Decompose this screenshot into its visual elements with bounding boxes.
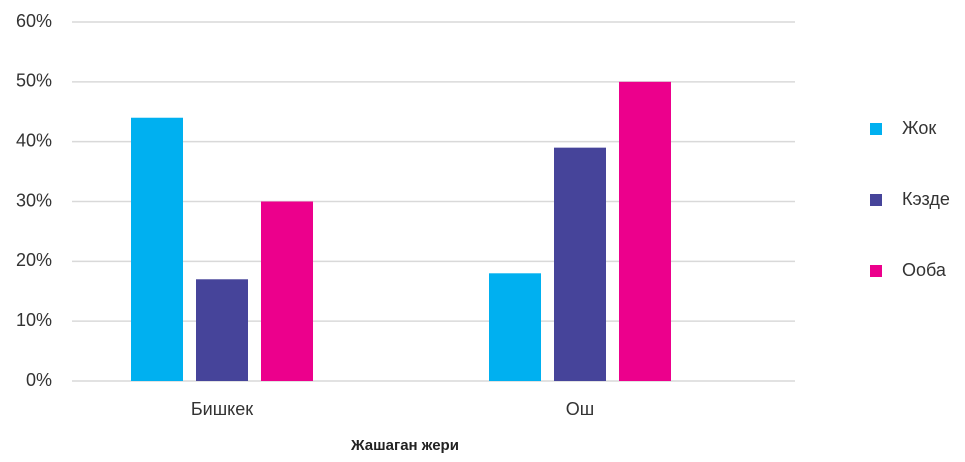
x-tick-label: Ош xyxy=(566,399,594,419)
y-tick-label: 50% xyxy=(16,71,52,91)
legend-label: Жок xyxy=(902,118,936,138)
y-tick-label: 20% xyxy=(16,250,52,270)
bar xyxy=(554,147,606,381)
bar xyxy=(196,279,248,381)
y-tick-label: 10% xyxy=(16,310,52,330)
y-tick-label: 60% xyxy=(16,11,52,31)
legend-label: Ооба xyxy=(902,260,947,280)
bar xyxy=(131,117,183,381)
bar xyxy=(489,273,541,381)
y-tick-label: 40% xyxy=(16,130,52,150)
legend-swatch xyxy=(870,123,882,135)
x-axis-label: Жашаган жери xyxy=(350,437,459,454)
y-tick-label: 30% xyxy=(16,190,52,210)
legend-label: Кэзде xyxy=(902,189,950,209)
y-tick-label: 0% xyxy=(26,370,52,390)
bar xyxy=(261,201,313,381)
legend-swatch xyxy=(870,194,882,206)
legend-swatch xyxy=(870,265,882,277)
x-tick-label: Бишкек xyxy=(191,399,253,419)
bar xyxy=(619,81,671,381)
